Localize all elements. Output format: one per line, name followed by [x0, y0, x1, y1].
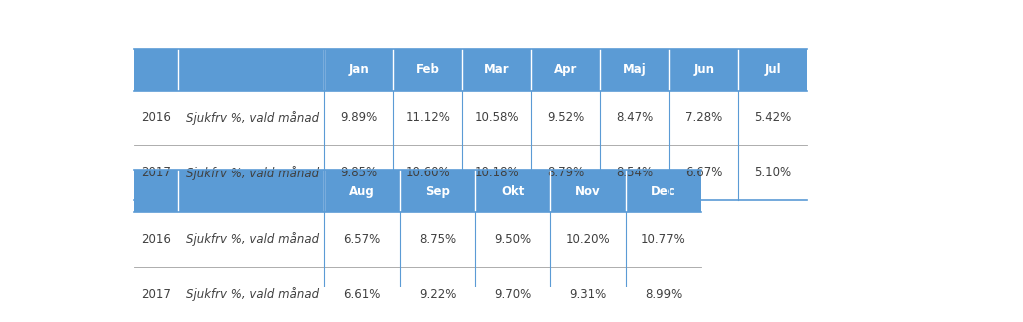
- Text: 7.28%: 7.28%: [685, 111, 722, 125]
- Bar: [669, 49, 739, 91]
- Bar: [601, 49, 669, 91]
- Text: 2016: 2016: [141, 233, 171, 246]
- Bar: [134, 267, 701, 321]
- Bar: [400, 170, 475, 212]
- Bar: [324, 49, 394, 91]
- Text: 5.10%: 5.10%: [754, 166, 792, 179]
- Text: 2017: 2017: [141, 166, 171, 179]
- Bar: [324, 170, 400, 212]
- Text: 8.54%: 8.54%: [616, 166, 654, 179]
- Text: 10.60%: 10.60%: [406, 166, 450, 179]
- Text: Okt: Okt: [501, 185, 525, 198]
- Text: Jul: Jul: [764, 63, 782, 76]
- Text: 9.89%: 9.89%: [341, 111, 377, 125]
- Bar: [739, 49, 807, 91]
- Text: 10.77%: 10.77%: [641, 233, 685, 246]
- Text: Sjukfrv %, vald månad: Sjukfrv %, vald månad: [186, 287, 319, 301]
- Text: 8.79%: 8.79%: [547, 166, 584, 179]
- Bar: [462, 49, 531, 91]
- Bar: [134, 145, 807, 200]
- Bar: [134, 91, 807, 145]
- Text: 9.22%: 9.22%: [418, 288, 456, 300]
- Text: Sep: Sep: [425, 185, 450, 198]
- Text: 9.52%: 9.52%: [547, 111, 584, 125]
- Text: 2016: 2016: [141, 111, 171, 125]
- Text: 6.57%: 6.57%: [344, 233, 381, 246]
- Text: Sjukfrv %, vald månad: Sjukfrv %, vald månad: [186, 111, 319, 125]
- Text: Feb: Feb: [416, 63, 440, 76]
- Text: 8.47%: 8.47%: [616, 111, 654, 125]
- Text: 2017: 2017: [141, 288, 171, 300]
- Text: 6.67%: 6.67%: [685, 166, 722, 179]
- Text: 10.18%: 10.18%: [475, 166, 520, 179]
- Text: 10.58%: 10.58%: [475, 111, 520, 125]
- Bar: [178, 170, 324, 212]
- Text: Sjukfrv %, vald månad: Sjukfrv %, vald månad: [186, 232, 319, 246]
- Bar: [134, 212, 701, 267]
- Bar: [394, 49, 462, 91]
- Bar: [531, 49, 601, 91]
- Bar: [550, 170, 626, 212]
- Text: Maj: Maj: [623, 63, 647, 76]
- Text: Nov: Nov: [575, 185, 601, 198]
- Text: Sjukfrv %, vald månad: Sjukfrv %, vald månad: [186, 166, 319, 179]
- Text: 11.12%: 11.12%: [405, 111, 450, 125]
- Text: Jun: Jun: [694, 63, 714, 76]
- Text: 9.31%: 9.31%: [570, 288, 607, 300]
- Text: Dec: Dec: [651, 185, 676, 198]
- Text: 5.42%: 5.42%: [754, 111, 792, 125]
- Text: 9.50%: 9.50%: [494, 233, 531, 246]
- Text: 6.61%: 6.61%: [344, 288, 381, 300]
- Text: 9.70%: 9.70%: [494, 288, 531, 300]
- Text: Apr: Apr: [554, 63, 578, 76]
- Text: Aug: Aug: [349, 185, 375, 198]
- Text: 9.85%: 9.85%: [341, 166, 377, 179]
- Text: 10.20%: 10.20%: [566, 233, 611, 246]
- Bar: [178, 49, 324, 91]
- Text: Mar: Mar: [484, 63, 509, 76]
- Bar: [134, 49, 178, 91]
- Text: Jan: Jan: [349, 63, 369, 76]
- Bar: [626, 170, 701, 212]
- Bar: [134, 170, 178, 212]
- Bar: [475, 170, 550, 212]
- Text: 8.99%: 8.99%: [644, 288, 682, 300]
- Text: 8.75%: 8.75%: [418, 233, 456, 246]
